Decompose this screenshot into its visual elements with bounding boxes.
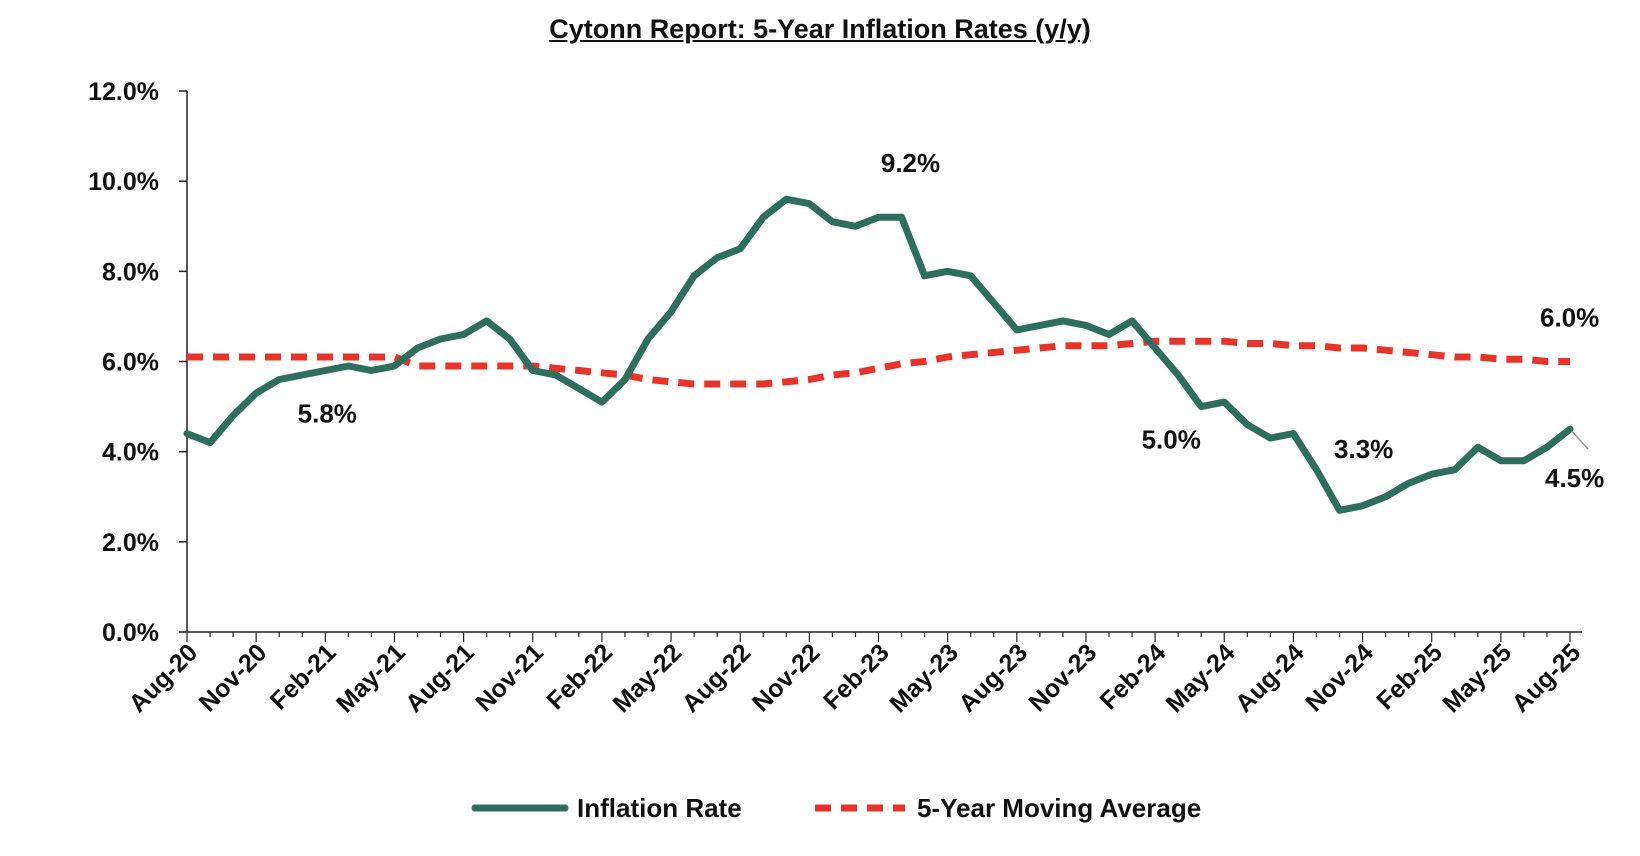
legend-label-inflation-rate: Inflation Rate <box>577 793 742 823</box>
data-label: 9.2% <box>881 148 940 178</box>
x-tick-label: Aug-22 <box>677 638 757 718</box>
x-tick-label: Nov-22 <box>747 638 826 717</box>
data-label: 6.0% <box>1540 303 1599 333</box>
x-tick-label: May-21 <box>331 638 411 718</box>
x-tick-label: May-24 <box>1161 638 1241 718</box>
x-tick-label: Aug-20 <box>124 638 204 718</box>
data-label: 4.5% <box>1545 463 1604 493</box>
x-tick-label: Nov-24 <box>1300 638 1379 717</box>
x-tick-label: May-25 <box>1437 638 1517 718</box>
moving-average-line <box>187 337 1570 388</box>
legend-label-moving-average: 5-Year Moving Average <box>917 793 1201 823</box>
y-tick-label: 4.0% <box>102 439 159 467</box>
x-tick-label: Aug-23 <box>953 638 1033 718</box>
y-tick-label: 0.0% <box>102 619 159 647</box>
x-tick-label: Aug-21 <box>400 638 480 718</box>
x-tick-label: Aug-25 <box>1507 638 1587 718</box>
y-tick-label: 10.0% <box>88 168 159 196</box>
x-tick-label: Nov-20 <box>194 638 273 717</box>
x-tick-label: Feb-22 <box>541 638 618 715</box>
x-tick-label: Aug-24 <box>1230 638 1310 718</box>
y-tick-label: 8.0% <box>102 258 159 286</box>
x-tick-label: May-23 <box>884 638 964 718</box>
y-tick-label: 6.0% <box>102 349 159 377</box>
y-tick-label: 12.0% <box>88 78 159 106</box>
x-tick-label: Nov-21 <box>470 638 549 717</box>
x-tick-label: May-22 <box>608 638 688 718</box>
x-tick-label: Feb-23 <box>818 638 895 715</box>
y-tick-label: 2.0% <box>102 529 159 557</box>
data-label-leader <box>1571 430 1589 450</box>
inflation-rate-line <box>183 195 1574 514</box>
data-label: 5.8% <box>298 398 357 428</box>
x-tick-label: Nov-23 <box>1023 638 1102 717</box>
x-tick-label: Feb-21 <box>265 638 342 715</box>
x-tick-label: Feb-24 <box>1095 638 1172 715</box>
x-tick-label: Feb-25 <box>1371 638 1448 715</box>
data-label: 5.0% <box>1142 425 1201 455</box>
data-label: 3.3% <box>1334 434 1393 464</box>
chart-title: Cytonn Report: 5-Year Inflation Rates (y… <box>549 14 1091 44</box>
